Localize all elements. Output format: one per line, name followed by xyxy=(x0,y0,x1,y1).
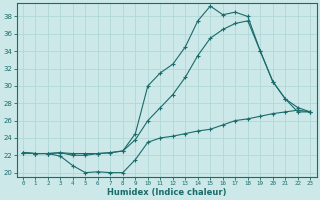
X-axis label: Humidex (Indice chaleur): Humidex (Indice chaleur) xyxy=(107,188,226,197)
